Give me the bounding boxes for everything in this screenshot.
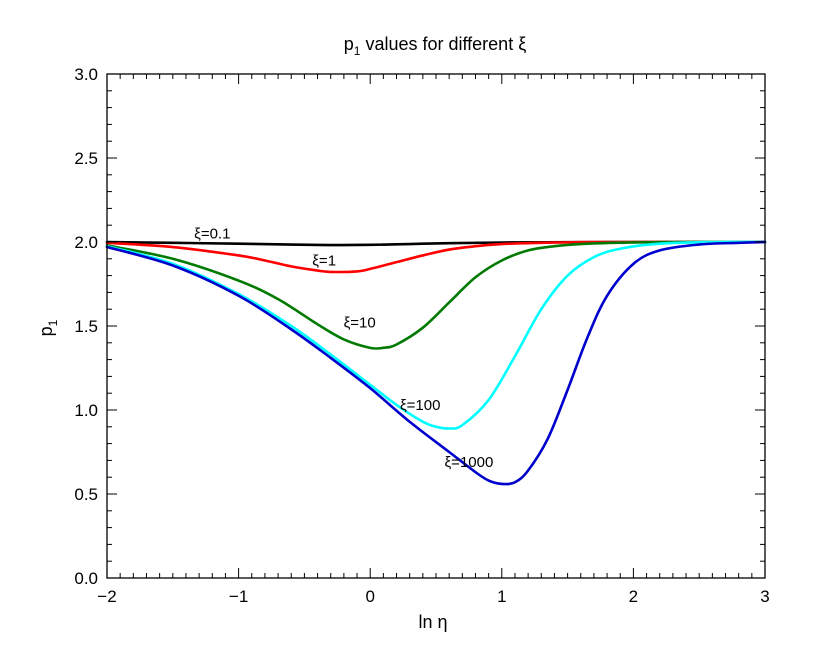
series-label-5: ξ=1000 <box>444 454 493 471</box>
y-tick-label: 0.0 <box>74 569 98 588</box>
series-label-2: ξ=1 <box>312 253 336 270</box>
series-line-5 <box>105 240 767 486</box>
chart-title-subscript: 1 <box>354 44 361 58</box>
ticks-group <box>106 73 766 579</box>
curves-group <box>105 240 767 486</box>
series-line-3 <box>105 240 767 350</box>
chart-title-rest: values for different ξ <box>360 34 526 54</box>
y-tick-label: 2.5 <box>74 149 98 168</box>
y-axis-label: p1 <box>36 319 60 336</box>
y-axis-label-subscript: 1 <box>46 319 60 326</box>
y-tick-label: 1.5 <box>74 317 98 336</box>
series-line-4 <box>105 240 767 430</box>
y-tick-label: 0.5 <box>74 485 98 504</box>
y-tick-label: 3.0 <box>74 65 98 84</box>
x-axis-label: ln η <box>418 612 447 632</box>
x-tick-label: 3 <box>760 587 769 606</box>
y-tick-label: 2.0 <box>74 233 98 252</box>
series-label-1: ξ=0.1 <box>194 226 230 243</box>
x-tick-label: 1 <box>497 587 506 606</box>
y-axis-label-base: p <box>36 326 56 336</box>
series-label-3: ξ=10 <box>344 315 376 332</box>
x-tick-label: −2 <box>97 587 116 606</box>
labels-group: −2 −1 0 1 2 3 0.0 0.5 1.0 1.5 2.0 2.5 3.0 ξ=0.1 ξ=1 ξ=1… <box>74 65 769 606</box>
series-line-2 <box>105 240 767 274</box>
x-tick-label: 2 <box>629 587 638 606</box>
plot-frame <box>106 73 766 579</box>
chart-title-base: p <box>344 34 354 54</box>
x-tick-label: −1 <box>229 587 248 606</box>
chart-title: p1 values for different ξ <box>344 34 527 58</box>
x-tick-label: 0 <box>365 587 374 606</box>
y-tick-label: 1.0 <box>74 401 98 420</box>
series-label-4: ξ=100 <box>400 397 441 414</box>
